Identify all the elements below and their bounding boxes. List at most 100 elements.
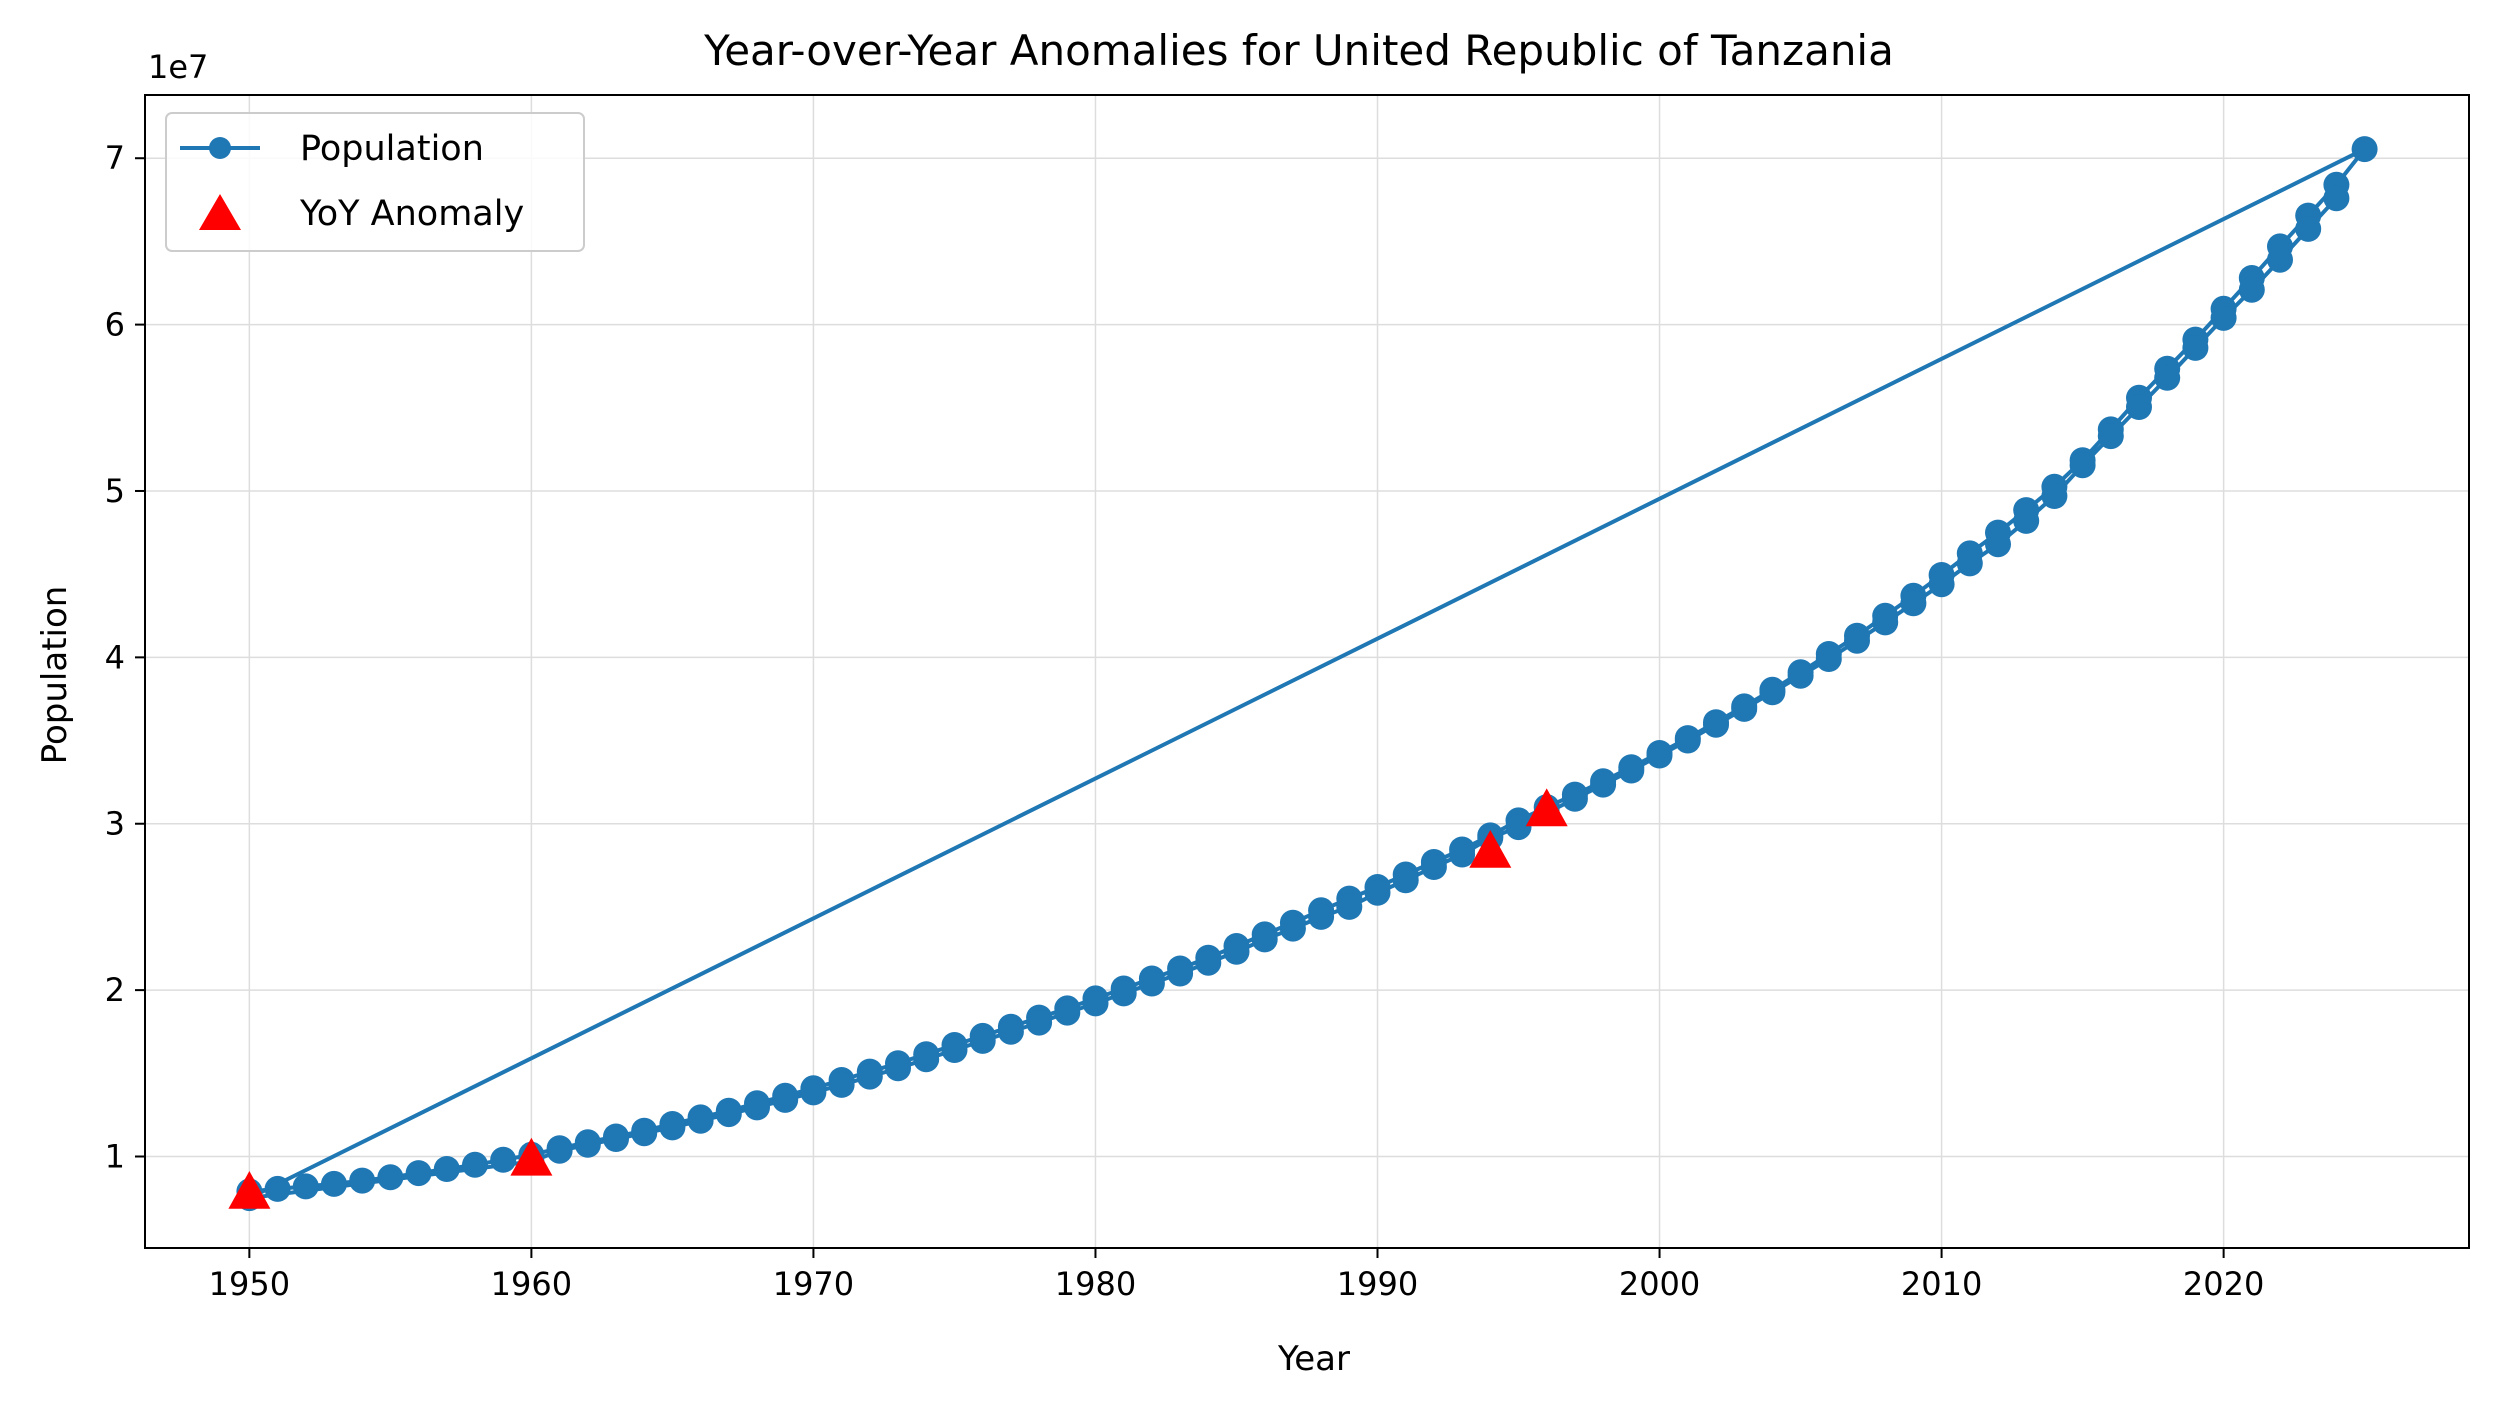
x-tick-label: 1950 — [209, 1265, 290, 1303]
x-tick-label: 1970 — [773, 1265, 854, 1303]
population-point — [603, 1126, 629, 1152]
population-point — [2154, 364, 2181, 391]
chart-title: Year-over-Year Anomalies for United Repu… — [703, 26, 1894, 75]
population-point — [1336, 893, 1363, 920]
population-point — [2013, 507, 2040, 534]
population-point — [1900, 590, 1927, 617]
population-point — [292, 1173, 319, 1200]
data-layer — [228, 136, 2378, 1212]
population-point — [1449, 841, 1476, 868]
population-point — [659, 1114, 686, 1141]
legend-population-label: Population — [300, 129, 484, 169]
x-axis-title: Year — [1277, 1339, 1350, 1379]
y-tick-label: 7 — [105, 139, 125, 177]
x-tick-label: 1980 — [1055, 1265, 1136, 1303]
population-point — [546, 1137, 573, 1164]
population-point — [1195, 949, 1222, 976]
x-tick-label: 2010 — [1901, 1265, 1982, 1303]
y-tick-label: 3 — [105, 805, 125, 843]
population-point — [2267, 246, 2293, 273]
y-tick-label: 6 — [105, 306, 125, 344]
population-point — [1618, 757, 1645, 784]
population-point — [772, 1086, 799, 1113]
population-series-line — [247, 147, 2367, 1201]
population-point — [800, 1079, 827, 1106]
anomaly-point — [228, 1171, 271, 1209]
population-point — [2323, 185, 2350, 212]
population-point — [828, 1071, 855, 1098]
population-point — [433, 1156, 460, 1182]
population-point — [377, 1164, 404, 1191]
population-point — [856, 1063, 883, 1090]
population-point — [997, 1018, 1024, 1045]
population-point — [2041, 483, 2068, 509]
population-point — [574, 1131, 601, 1158]
population-point — [1308, 903, 1335, 930]
population-point — [715, 1101, 742, 1128]
population-point — [913, 1046, 940, 1073]
anomaly-point — [1469, 830, 1512, 868]
population-point — [1420, 854, 1447, 880]
population-point — [885, 1055, 911, 1082]
population-point — [969, 1027, 996, 1054]
population-point — [1985, 531, 2011, 558]
y-tick-label: 2 — [105, 971, 125, 1009]
tick-layer: 1950 1960 1970 1980 1990 2000 2010 2020 1 2 3 4 5 6 7 — [105, 139, 2265, 1303]
population-point — [2351, 136, 2378, 163]
population-point — [1956, 550, 1983, 577]
y-axis-offset-text: 1e7 — [148, 48, 208, 86]
population-point — [321, 1170, 347, 1197]
population-point — [1815, 646, 1842, 672]
population-point — [1138, 970, 1165, 997]
legend-population-marker-swatch — [209, 137, 231, 159]
y-tick-label: 4 — [105, 638, 125, 676]
population-point — [2069, 452, 2096, 479]
population-point — [1223, 938, 1250, 965]
population-point — [2295, 215, 2322, 242]
legend-box — [165, 112, 585, 252]
population-point — [1646, 742, 1673, 769]
anomaly-point — [510, 1137, 553, 1176]
population-point — [1364, 879, 1391, 906]
population-point — [1590, 771, 1617, 798]
legend: Population YoY Anomaly — [165, 112, 585, 252]
population-point — [1167, 960, 1194, 987]
population-point — [1082, 990, 1109, 1017]
population-point — [2238, 276, 2265, 303]
population-point — [1844, 627, 1870, 654]
population-point — [349, 1167, 376, 1194]
population-point — [1279, 915, 1306, 942]
population-point — [2182, 334, 2209, 361]
population-point — [2126, 394, 2152, 420]
population-point — [490, 1146, 517, 1173]
population-point — [1703, 711, 1729, 738]
y-axis-title: Population — [35, 586, 75, 765]
population-point — [2210, 304, 2237, 331]
population-point — [264, 1175, 291, 1202]
population-point — [2097, 423, 2124, 450]
population-point — [1110, 980, 1137, 1007]
population-point — [631, 1120, 658, 1147]
y-tick-label: 1 — [105, 1137, 125, 1175]
population-point — [1928, 571, 1955, 598]
legend-anomaly-marker-swatch — [199, 194, 241, 230]
population-point — [1392, 867, 1419, 894]
population-point — [744, 1094, 770, 1121]
population-point — [1674, 727, 1701, 754]
population-point — [405, 1160, 432, 1187]
plot-frame — [144, 94, 2470, 1249]
population-point — [1787, 662, 1814, 689]
population-point — [1251, 926, 1278, 953]
population-point — [1054, 999, 1081, 1026]
population-point — [941, 1037, 968, 1063]
x-tick-label: 2020 — [2183, 1265, 2264, 1303]
x-tick-label: 2000 — [1619, 1265, 1700, 1303]
population-point — [462, 1151, 488, 1178]
x-tick-label: 1960 — [491, 1265, 572, 1303]
population-point — [687, 1107, 714, 1134]
x-tick-label: 1990 — [1337, 1265, 1418, 1303]
y-tick-label: 5 — [105, 472, 125, 510]
grid-layer — [145, 95, 2469, 1248]
